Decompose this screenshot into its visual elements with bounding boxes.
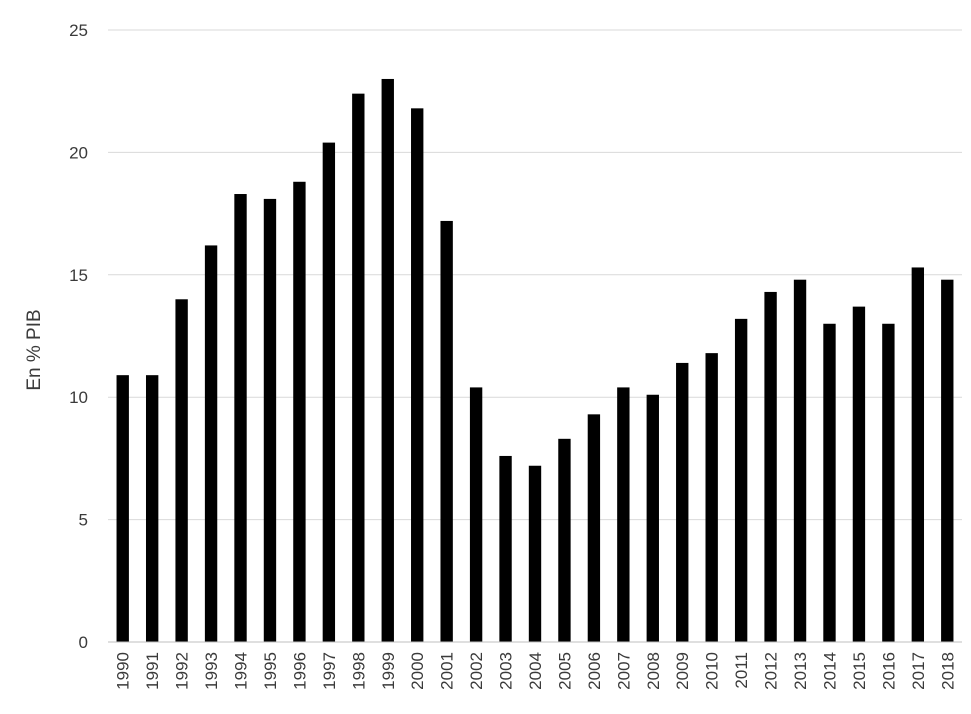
y-axis-label: En % PIB — [24, 309, 45, 390]
bar-1993 — [204, 245, 218, 642]
bar-2013 — [793, 279, 807, 642]
bar-1995 — [263, 198, 277, 643]
x-tick-label: 2006 — [585, 652, 604, 690]
bar-2003 — [499, 455, 512, 642]
x-tick-label: 1991 — [143, 652, 162, 690]
y-axis-ticks: 0 5 10 15 20 25 — [69, 21, 88, 652]
x-tick-label: 1999 — [379, 652, 398, 690]
x-tick-label: 2018 — [938, 652, 957, 690]
bar-2011 — [734, 318, 748, 642]
bar-2010 — [705, 353, 718, 642]
y-tick-label: 5 — [79, 511, 88, 530]
y-tick-label: 20 — [69, 143, 88, 162]
bar-2006 — [587, 414, 601, 642]
x-tick-label: 2014 — [820, 652, 839, 690]
bar-1997 — [322, 142, 336, 642]
x-tick-label: 2001 — [438, 652, 457, 690]
bar-2016 — [882, 323, 895, 642]
x-tick-label: 2007 — [614, 652, 633, 690]
x-tick-label: 2005 — [555, 652, 574, 690]
bar-1994 — [234, 194, 247, 643]
x-tick-label: 2008 — [644, 652, 663, 690]
bar-1998 — [352, 93, 365, 642]
bar-1999 — [381, 78, 394, 642]
x-tick-label: 2012 — [762, 652, 781, 690]
x-tick-label: 1998 — [349, 652, 368, 690]
x-tick-label: 2016 — [879, 652, 898, 690]
x-tick-label: 2017 — [909, 652, 928, 690]
bar-2001 — [440, 220, 453, 642]
bar-2007 — [617, 387, 630, 642]
bar-2017 — [911, 267, 925, 642]
x-tick-label: 2010 — [703, 652, 722, 690]
x-tick-label: 2004 — [526, 652, 545, 690]
bar-2002 — [469, 387, 483, 642]
x-axis-ticks: 1990 1991 1992 1993 1994 1995 1996 1997 1998 1999… — [114, 652, 958, 690]
bar-1991 — [145, 375, 159, 642]
y-tick-label: 10 — [69, 388, 88, 407]
x-tick-label: 2003 — [497, 652, 516, 690]
bar-2018 — [941, 279, 954, 642]
x-tick-label: 1992 — [173, 652, 192, 690]
x-tick-label: 2000 — [408, 652, 427, 690]
x-tick-label: 2015 — [850, 652, 869, 690]
bar-2000 — [411, 108, 424, 642]
y-tick-label: 25 — [69, 21, 88, 40]
x-tick-label: 1996 — [290, 652, 309, 690]
bar-2012 — [764, 291, 777, 642]
bar-1996 — [293, 181, 306, 642]
x-tick-label: 2009 — [673, 652, 692, 690]
bars — [116, 78, 954, 643]
x-tick-label: 1993 — [202, 652, 221, 690]
x-tick-label: 2011 — [732, 652, 751, 689]
bar-2005 — [558, 438, 571, 642]
bar-1990 — [116, 375, 129, 642]
x-tick-label: 1995 — [261, 652, 280, 690]
x-tick-label: 1997 — [320, 652, 339, 690]
x-tick-label: 2002 — [467, 652, 486, 690]
bar-2008 — [646, 394, 659, 642]
bar-2014 — [823, 323, 836, 642]
bar-1992 — [175, 299, 188, 642]
bar-2015 — [852, 306, 866, 642]
x-tick-label: 1990 — [114, 652, 133, 690]
gridlines — [108, 29, 962, 521]
bar-2004 — [528, 465, 542, 642]
bar-2009 — [676, 362, 689, 642]
y-tick-label: 0 — [79, 633, 88, 652]
x-tick-label: 1994 — [232, 652, 251, 690]
x-tick-label: 2013 — [791, 652, 810, 690]
y-tick-label: 15 — [69, 266, 88, 285]
